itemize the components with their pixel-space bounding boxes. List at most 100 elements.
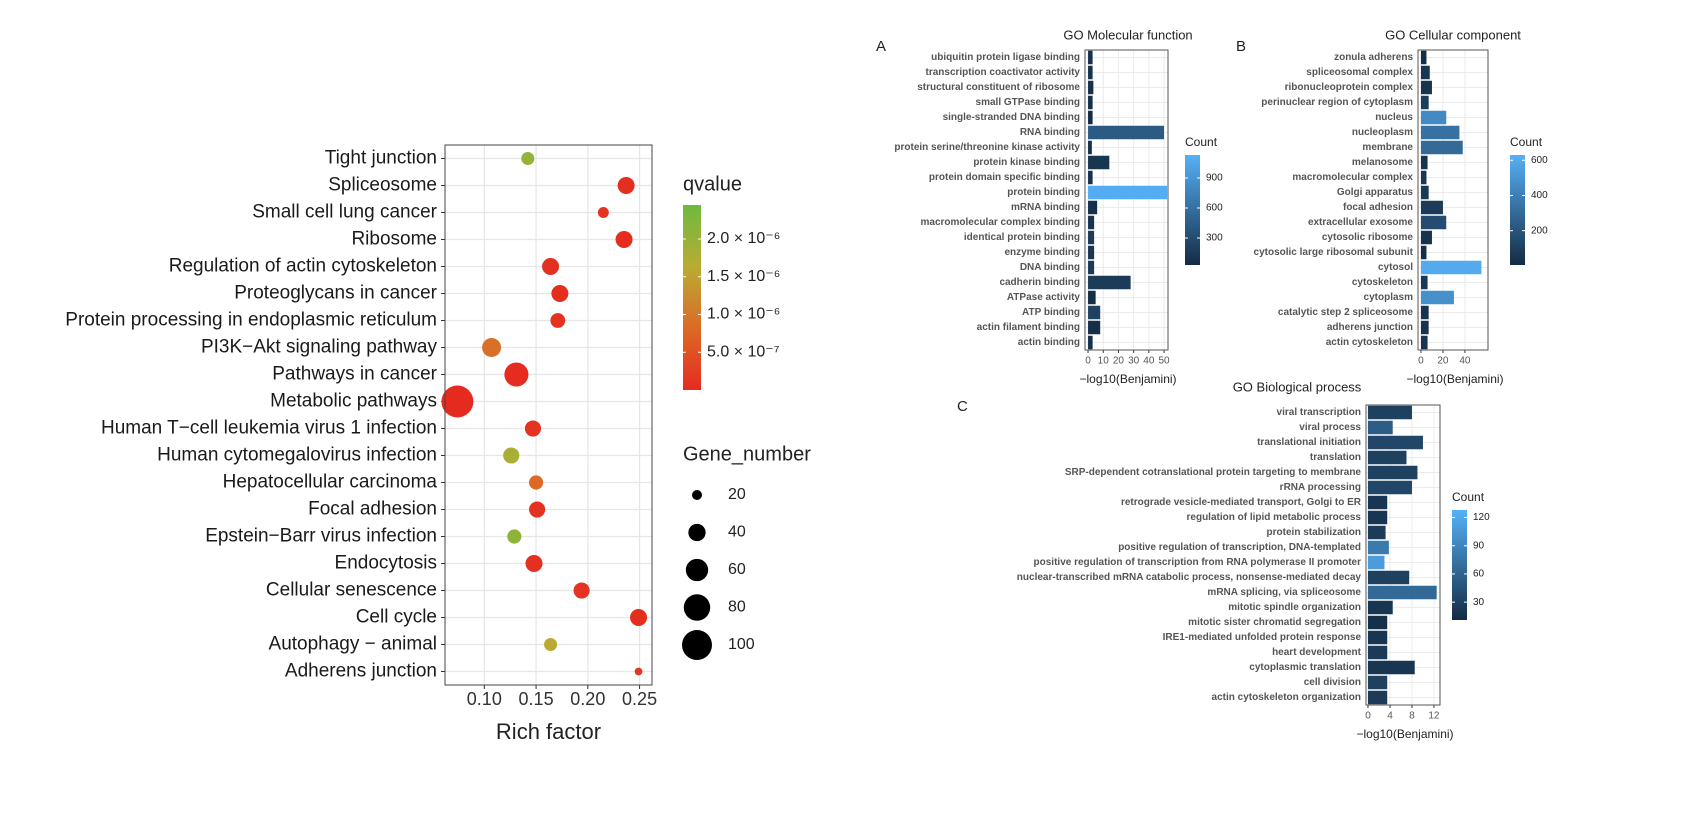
bar xyxy=(1420,155,1428,170)
y-tick-label: protein binding xyxy=(1007,187,1080,198)
bubble xyxy=(441,385,474,418)
bubble xyxy=(573,582,590,599)
bar xyxy=(1088,155,1110,170)
bar xyxy=(1367,600,1393,615)
plot-panel xyxy=(1085,50,1168,350)
y-tick-label: viral transcription xyxy=(1277,407,1361,418)
y-tick-label: Hepatocellular carcinoma xyxy=(223,472,438,493)
bar xyxy=(1367,570,1410,585)
bubble xyxy=(529,501,546,518)
bubble xyxy=(615,230,633,249)
y-tick-label: ubiquitin protein ligase binding xyxy=(931,52,1080,63)
bubble xyxy=(634,667,643,676)
x-tick-label: 0.20 xyxy=(570,689,605,709)
plot-border xyxy=(1365,404,1441,706)
bubble xyxy=(630,608,648,627)
y-tick-label: nucleoplasm xyxy=(1352,127,1413,138)
x-axis-title: −log10(Benjamini) xyxy=(1406,372,1503,386)
bar xyxy=(1420,215,1447,230)
y-tick-label: cytoskeleton xyxy=(1352,277,1413,288)
y-tick-label: Protein processing in endoplasmic reticu… xyxy=(65,310,437,331)
bar xyxy=(1088,230,1095,245)
colorbar-tick-label: 5.0 × 10⁻⁷ xyxy=(707,343,780,360)
x-tick-label: 8 xyxy=(1409,711,1415,722)
bubble xyxy=(597,207,609,218)
y-tick-label: Regulation of actin cytoskeleton xyxy=(169,256,437,277)
legend-title: Gene_number xyxy=(683,443,811,465)
bar xyxy=(1088,245,1095,260)
y-tick-label: protein domain specific binding xyxy=(929,172,1080,183)
bar xyxy=(1367,615,1388,630)
bubble xyxy=(521,151,535,166)
size-key xyxy=(682,630,712,660)
y-tick-label: cell division xyxy=(1304,677,1361,688)
y-tick-label: heart development xyxy=(1272,647,1362,658)
y-tick-label: Cellular senescence xyxy=(266,580,437,601)
y-tick-label: translation xyxy=(1310,452,1361,463)
bar xyxy=(1420,230,1432,245)
y-tick-label: Proteoglycans in cancer xyxy=(234,283,437,304)
y-tick-label: Autophagy − animal xyxy=(269,634,437,655)
x-tick-label: 0.15 xyxy=(519,689,554,709)
chart-title: GO Molecular function xyxy=(1063,27,1192,42)
bar xyxy=(1367,690,1388,705)
bar xyxy=(1367,435,1423,450)
bar xyxy=(1088,185,1168,200)
colorbar-tick-label: 60 xyxy=(1473,569,1485,580)
y-tick-label: protein serine/threonine kinase activity xyxy=(894,142,1080,153)
y-tick-label: positive regulation of transcription, DN… xyxy=(1118,542,1361,553)
bar xyxy=(1088,170,1093,185)
y-tick-label: nucleus xyxy=(1375,112,1413,123)
bubble xyxy=(617,176,635,195)
y-tick-label: Human T−cell leukemia virus 1 infection xyxy=(101,418,437,439)
bubble xyxy=(507,529,522,544)
colorbar xyxy=(1452,510,1467,620)
bubble xyxy=(529,475,544,490)
y-tick-label: Ribosome xyxy=(351,229,437,250)
y-tick-label: SRP-dependent cotranslational protein ta… xyxy=(1065,467,1362,478)
x-tick-label: 10 xyxy=(1098,356,1110,367)
bar xyxy=(1088,200,1098,215)
bar xyxy=(1367,540,1389,555)
bubble xyxy=(544,637,558,652)
bar xyxy=(1367,465,1418,480)
y-tick-label: mitotic spindle organization xyxy=(1228,602,1361,613)
y-tick-label: adherens junction xyxy=(1327,322,1413,333)
y-tick-label: Epstein−Barr virus infection xyxy=(205,526,437,547)
x-tick-label: 50 xyxy=(1158,356,1170,367)
bar xyxy=(1367,630,1388,645)
y-tick-label: regulation of lipid metabolic process xyxy=(1187,512,1362,523)
x-tick-label: 0.25 xyxy=(622,689,657,709)
plot-panel xyxy=(445,145,652,685)
bar xyxy=(1367,555,1385,570)
bar xyxy=(1420,140,1463,155)
colorbar-tick-label: 600 xyxy=(1206,203,1223,214)
colorbar xyxy=(683,205,701,390)
size-key xyxy=(683,594,711,621)
x-tick-label: 0 xyxy=(1085,356,1091,367)
colorbar-tick-label: 200 xyxy=(1531,225,1548,236)
bar xyxy=(1088,110,1093,125)
x-tick-label: 12 xyxy=(1428,711,1440,722)
y-tick-label: membrane xyxy=(1362,142,1413,153)
y-tick-label: cytosolic ribosome xyxy=(1322,232,1414,243)
x-tick-label: 40 xyxy=(1459,356,1471,367)
bar xyxy=(1367,405,1412,420)
y-tick-label: viral process xyxy=(1299,422,1361,433)
bar xyxy=(1088,305,1101,320)
x-tick-label: 0.10 xyxy=(467,689,502,709)
y-tick-label: Cell cycle xyxy=(356,607,437,628)
colorbar xyxy=(1185,155,1200,265)
colorbar-tick-label: 900 xyxy=(1206,173,1223,184)
colorbar-tick-label: 600 xyxy=(1531,155,1548,166)
colorbar-tick-label: 2.0 × 10⁻⁶ xyxy=(707,230,780,247)
y-tick-label: IRE1-mediated unfolded protein response xyxy=(1163,632,1362,643)
bar xyxy=(1367,480,1412,495)
bar xyxy=(1420,320,1429,335)
bar xyxy=(1088,260,1095,275)
y-tick-label: ribonucleoprotein complex xyxy=(1285,82,1414,93)
y-tick-label: single-stranded DNA binding xyxy=(943,112,1080,123)
y-tick-label: Pathways in cancer xyxy=(272,364,437,385)
panel-letter: B xyxy=(1236,38,1246,55)
colorbar-tick-label: 1.5 × 10⁻⁶ xyxy=(707,268,780,285)
